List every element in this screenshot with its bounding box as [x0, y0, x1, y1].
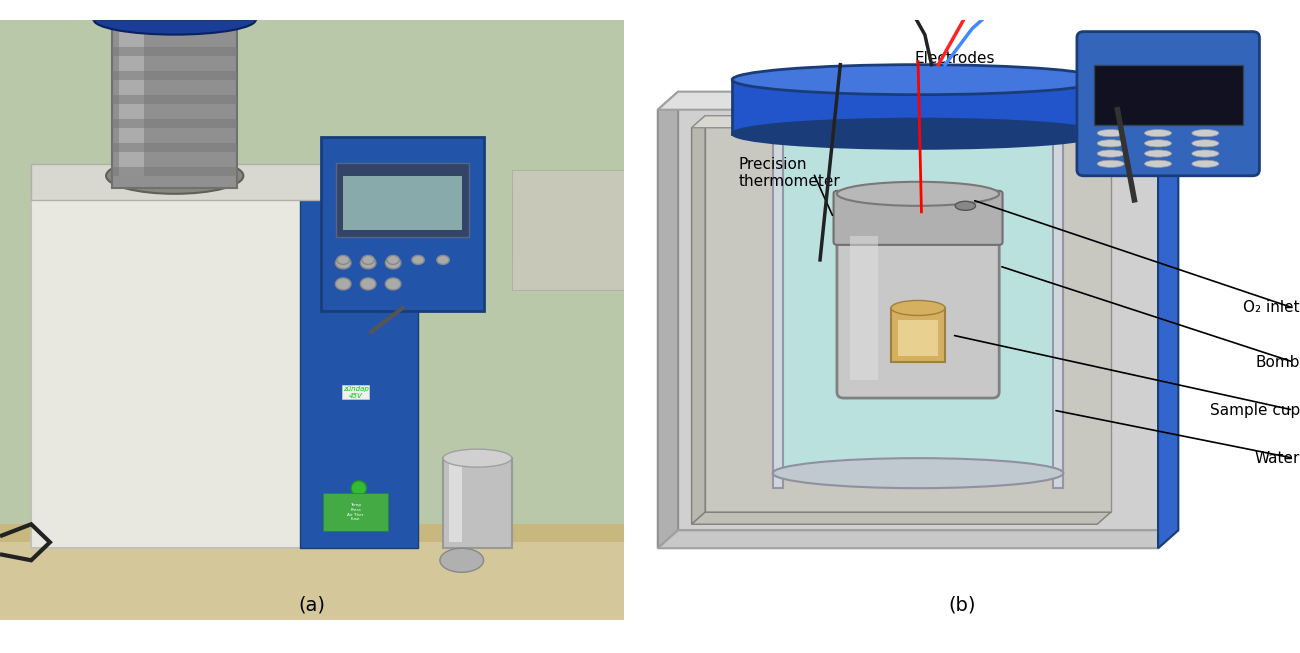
Ellipse shape — [1097, 150, 1124, 157]
Ellipse shape — [732, 119, 1104, 149]
Text: (a): (a) — [299, 596, 325, 614]
FancyBboxPatch shape — [299, 188, 419, 549]
Ellipse shape — [1144, 150, 1171, 157]
Ellipse shape — [759, 111, 1076, 144]
Ellipse shape — [94, 0, 256, 1]
Polygon shape — [658, 91, 1178, 110]
FancyBboxPatch shape — [1076, 31, 1260, 176]
Ellipse shape — [956, 201, 975, 210]
FancyBboxPatch shape — [1093, 65, 1243, 125]
FancyBboxPatch shape — [0, 524, 624, 542]
FancyBboxPatch shape — [112, 143, 237, 151]
Text: Sample cup: Sample cup — [1210, 403, 1300, 417]
FancyBboxPatch shape — [112, 46, 237, 56]
Ellipse shape — [107, 158, 243, 194]
FancyBboxPatch shape — [772, 128, 783, 488]
Ellipse shape — [891, 300, 945, 315]
FancyBboxPatch shape — [112, 119, 237, 128]
Ellipse shape — [1097, 140, 1124, 147]
FancyBboxPatch shape — [31, 188, 419, 549]
Ellipse shape — [772, 116, 1063, 140]
Polygon shape — [658, 91, 679, 549]
Ellipse shape — [360, 257, 376, 269]
FancyBboxPatch shape — [450, 464, 461, 542]
Polygon shape — [1158, 91, 1178, 549]
FancyBboxPatch shape — [343, 176, 461, 230]
Ellipse shape — [385, 257, 400, 269]
Ellipse shape — [360, 278, 376, 290]
Ellipse shape — [1192, 160, 1219, 167]
Ellipse shape — [1192, 129, 1219, 136]
FancyBboxPatch shape — [0, 530, 624, 620]
FancyBboxPatch shape — [112, 71, 237, 80]
Ellipse shape — [732, 65, 1104, 95]
Polygon shape — [705, 116, 1110, 512]
Polygon shape — [679, 91, 1178, 530]
FancyBboxPatch shape — [94, 0, 256, 20]
Text: Temp
Press
Air Ther
Fuse: Temp Press Air Ther Fuse — [347, 503, 364, 521]
Ellipse shape — [335, 257, 351, 269]
Text: Electrodes: Electrodes — [915, 51, 996, 66]
Ellipse shape — [1097, 129, 1124, 136]
Ellipse shape — [1144, 140, 1171, 147]
Ellipse shape — [443, 449, 512, 467]
Text: Bomb: Bomb — [1256, 355, 1300, 370]
FancyBboxPatch shape — [335, 163, 469, 237]
FancyBboxPatch shape — [0, 20, 624, 572]
Ellipse shape — [837, 182, 1000, 206]
Ellipse shape — [1144, 129, 1171, 136]
FancyBboxPatch shape — [324, 493, 389, 532]
Ellipse shape — [1144, 160, 1171, 167]
Ellipse shape — [337, 255, 350, 264]
Ellipse shape — [125, 164, 225, 188]
FancyBboxPatch shape — [850, 236, 878, 380]
FancyBboxPatch shape — [512, 170, 624, 290]
Ellipse shape — [772, 458, 1063, 488]
Ellipse shape — [412, 255, 424, 264]
Ellipse shape — [361, 255, 374, 264]
Text: Precision
thermometer: Precision thermometer — [738, 157, 841, 189]
FancyBboxPatch shape — [443, 458, 512, 549]
Ellipse shape — [387, 255, 399, 264]
Polygon shape — [692, 116, 1110, 128]
Text: O₂ inlet: O₂ inlet — [1243, 300, 1300, 315]
FancyBboxPatch shape — [891, 308, 945, 362]
FancyBboxPatch shape — [112, 95, 237, 104]
FancyBboxPatch shape — [898, 320, 939, 356]
Ellipse shape — [437, 255, 450, 264]
Text: (b): (b) — [948, 596, 976, 614]
Ellipse shape — [385, 278, 400, 290]
FancyBboxPatch shape — [1053, 128, 1063, 488]
Ellipse shape — [1192, 150, 1219, 157]
FancyBboxPatch shape — [833, 191, 1002, 245]
Polygon shape — [780, 140, 1057, 470]
Ellipse shape — [351, 481, 367, 496]
FancyBboxPatch shape — [732, 80, 1104, 134]
Ellipse shape — [94, 5, 256, 35]
FancyBboxPatch shape — [31, 164, 419, 200]
FancyBboxPatch shape — [112, 20, 237, 188]
Text: Water: Water — [1254, 451, 1300, 466]
Ellipse shape — [439, 549, 484, 572]
Ellipse shape — [1192, 140, 1219, 147]
FancyBboxPatch shape — [512, 188, 624, 260]
Polygon shape — [692, 512, 1110, 524]
FancyBboxPatch shape — [118, 31, 143, 176]
Polygon shape — [658, 530, 1178, 549]
Ellipse shape — [1097, 160, 1124, 167]
Ellipse shape — [335, 278, 351, 290]
Text: zündap
45V: zündap 45V — [343, 385, 369, 398]
FancyBboxPatch shape — [112, 167, 237, 176]
FancyBboxPatch shape — [837, 206, 1000, 398]
Polygon shape — [692, 116, 705, 524]
FancyBboxPatch shape — [321, 136, 484, 311]
